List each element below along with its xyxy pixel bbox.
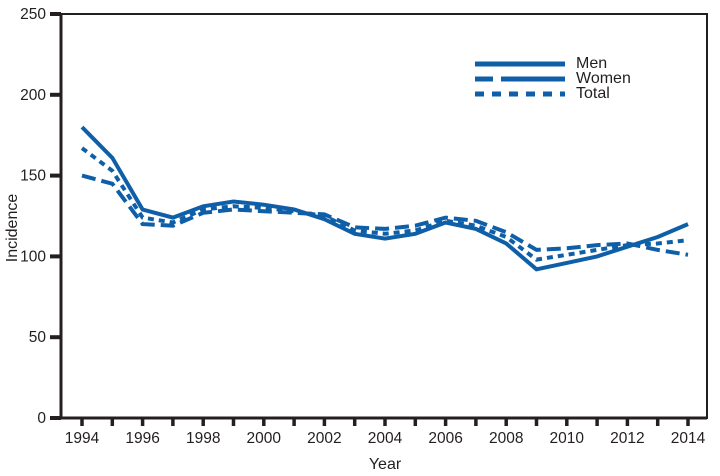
series-line-women: [81, 173, 689, 257]
x-tick-label: 1996: [125, 430, 159, 447]
y-tick-label: 50: [29, 329, 47, 346]
x-tick-label: 2012: [610, 430, 644, 447]
x-tick-label: 1998: [186, 430, 220, 447]
legend-item-total: Total: [475, 84, 631, 102]
x-tick-label: 2006: [428, 430, 462, 447]
x-axis-title: Year: [368, 456, 402, 473]
total-line-sample-icon: [475, 91, 565, 96]
y-axis-title: Incidence: [4, 193, 21, 263]
men-line-sample-icon: [475, 61, 565, 66]
x-tick-label: 1994: [65, 430, 100, 447]
legend-label-men: Men: [576, 54, 608, 72]
x-tick-label: 2008: [489, 430, 523, 447]
y-tick-label: 100: [20, 248, 46, 265]
x-tick-label: 2010: [550, 430, 585, 447]
y-tick-label: 200: [20, 87, 46, 104]
series-line-total: [80, 146, 689, 262]
legend-item-women: Women: [475, 69, 631, 87]
y-tick-label: 0: [37, 410, 46, 427]
x-tick-label: 2002: [307, 430, 341, 447]
y-tick-label: 150: [20, 168, 46, 185]
legend-item-men: Men: [475, 54, 631, 72]
legend-label-total: Total: [576, 84, 610, 102]
legend: Men Women Total: [475, 54, 631, 102]
x-tick-label: 2000: [247, 430, 282, 447]
series-line-men: [80, 125, 689, 272]
x-tick-label: 2004: [368, 430, 403, 447]
x-tick-label: 2014: [671, 430, 706, 447]
legend-label-women: Women: [576, 69, 631, 87]
y-tick-label: 250: [20, 6, 46, 23]
women-line-sample-icon: [475, 76, 565, 81]
